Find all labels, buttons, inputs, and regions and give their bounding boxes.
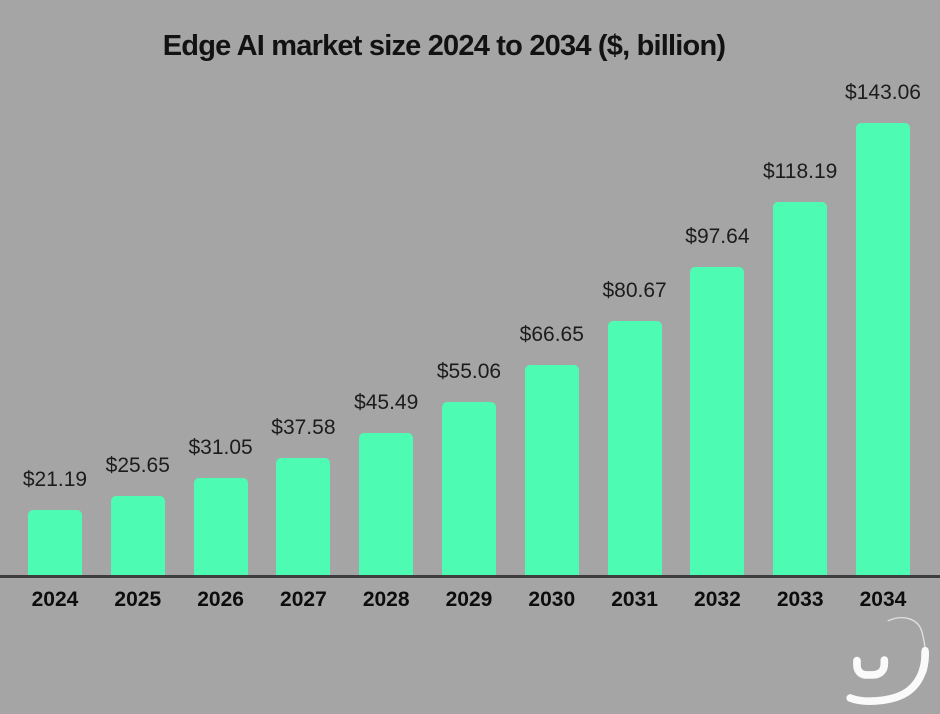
- bar-2029: [442, 402, 496, 577]
- bar-2024: [28, 510, 82, 577]
- logo-big-j: [846, 648, 929, 705]
- x-tick-label: 2033: [776, 588, 824, 611]
- bar-2025: [110, 496, 165, 577]
- bar-2030: [524, 365, 579, 577]
- x-tick-label: 2031: [611, 588, 658, 611]
- bar-value-label: $55.06: [436, 360, 502, 383]
- bar-value-label: $45.49: [354, 391, 419, 414]
- x-tick-label: 2027: [280, 588, 327, 611]
- bar-value-label: $97.64: [685, 225, 750, 248]
- bar-value-label: $118.19: [763, 160, 838, 183]
- x-tick-label: 2024: [31, 588, 79, 611]
- bar-2026: [193, 478, 248, 577]
- x-tick-label: 2034: [859, 588, 907, 611]
- bar-value-label: $80.67: [602, 279, 667, 302]
- bar-2027: [276, 458, 331, 577]
- x-axis-line: [0, 575, 940, 578]
- x-tick-label: 2029: [445, 588, 493, 611]
- bar-2033: [773, 202, 828, 577]
- bar-value-label: $66.65: [519, 323, 584, 346]
- bar-value-label: $21.19: [22, 468, 88, 491]
- bar-2028: [359, 433, 414, 577]
- x-tick-label: 2030: [528, 588, 576, 611]
- brand-logo-icon: [846, 617, 929, 705]
- bar-value-label: $31.05: [188, 436, 253, 459]
- bar-value-label: $25.65: [105, 454, 170, 477]
- chart-title: Edge AI market size 2024 to 2034 ($, bil…: [162, 30, 726, 62]
- bar-value-label: $37.58: [271, 416, 336, 439]
- x-tick-label: 2032: [694, 588, 741, 611]
- x-tick-label: 2025: [114, 588, 162, 611]
- bar-value-label: $143.06: [845, 81, 921, 104]
- logo-small-j: [853, 656, 889, 679]
- logo-thin-curve: [887, 617, 926, 654]
- bar-2034: [856, 123, 910, 577]
- x-tick-label: 2028: [362, 588, 410, 611]
- bar-2032: [690, 267, 745, 577]
- x-tick-label: 2026: [197, 588, 244, 611]
- bar-2031: [607, 321, 662, 577]
